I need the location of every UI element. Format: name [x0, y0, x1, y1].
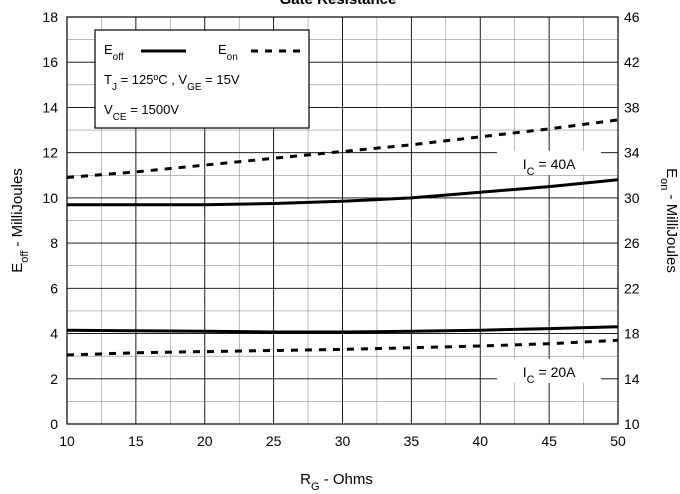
- x-tick-label: 50: [610, 433, 626, 449]
- y-left-tick-label: 2: [50, 371, 58, 387]
- legend: Eoff Eon TJ = 125ºC , VGE = 15V VCE = 1500V: [94, 29, 310, 129]
- y-left-tick-label: 0: [50, 416, 58, 432]
- plot-frame: [66, 16, 619, 425]
- legend-condition-line: VCE = 1500V: [104, 102, 179, 123]
- x-tick-label: 15: [128, 433, 144, 449]
- y-right-tick-label: 26: [624, 235, 640, 251]
- y-right-tick-label: 14: [624, 371, 640, 387]
- x-axis-title: RG - Ohms: [300, 471, 373, 493]
- y-left-tick-label: 6: [50, 280, 58, 296]
- axis-titles: RG - Ohms Eoff - MilliJoules Eon - MilliJo…: [9, 168, 680, 493]
- y-right-tick-label: 10: [624, 416, 640, 432]
- y-right-tick-label: 46: [624, 9, 640, 25]
- y-right-tick-label: 22: [624, 280, 640, 296]
- y-left-tick-label: 12: [42, 145, 58, 161]
- y-left-tick-label: 10: [42, 190, 58, 206]
- y-left-tick-label: 16: [42, 54, 58, 70]
- x-tick-label: 35: [404, 433, 420, 449]
- chart-title: Gate Resistance: [280, 0, 397, 8]
- current-annotations: IC = 40A IC = 20A: [497, 150, 602, 386]
- legend-condition-line: TJ = 125ºC , VGE = 15V: [104, 72, 240, 93]
- y-right-tick-label: 18: [624, 326, 640, 342]
- series-lines: [66, 118, 619, 357]
- x-tick-label: 25: [266, 433, 282, 449]
- legend-entry-label: Eon: [218, 42, 238, 63]
- y-right-tick-label: 34: [624, 145, 640, 161]
- tick-labels: 10 15 20 25 30 35 40 45 500246810121416181014182…: [42, 9, 639, 449]
- y-right-axis-title: Eon - MilliJoules: [658, 168, 680, 273]
- annotation-background: [497, 150, 602, 175]
- x-tick-label: 45: [541, 433, 557, 449]
- y-right-tick-label: 38: [624, 99, 640, 115]
- x-tick-label: 40: [472, 433, 488, 449]
- y-left-tick-label: 14: [42, 99, 58, 115]
- x-tick-label: 10: [59, 433, 75, 449]
- x-tick-label: 20: [197, 433, 213, 449]
- y-left-axis-title: Eoff - MilliJoules: [9, 168, 31, 273]
- legend-entry-label: Eoff: [104, 42, 124, 63]
- series-eoff-line: [67, 178, 619, 207]
- current-annotation-label: IC = 20A: [523, 364, 576, 386]
- y-left-tick-label: 8: [50, 235, 58, 251]
- legend-box: [94, 29, 310, 129]
- y-left-tick-label: 4: [50, 326, 58, 342]
- series-eoff-line: [66, 325, 619, 334]
- y-left-tick-label: 18: [42, 9, 58, 25]
- x-tick-label: 30: [335, 433, 351, 449]
- current-annotation-label: IC = 40A: [523, 156, 576, 178]
- y-right-tick-label: 30: [624, 190, 640, 206]
- y-right-tick-label: 42: [624, 54, 640, 70]
- annotation-background: [497, 358, 602, 383]
